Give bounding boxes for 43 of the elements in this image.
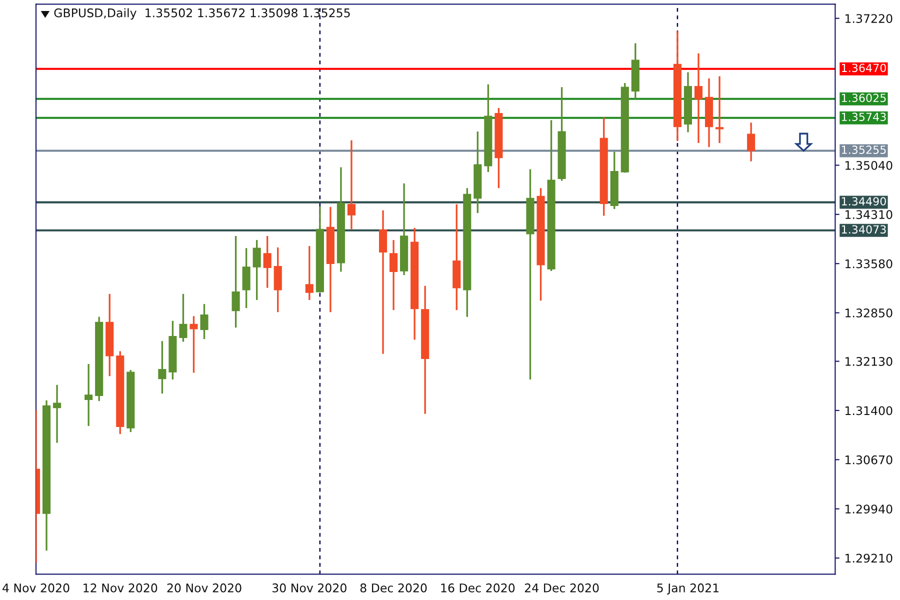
candlestick bbox=[347, 139, 356, 230]
y-tick-label: 1.35040 bbox=[846, 160, 892, 170]
ref-line-label: 1.34073 bbox=[842, 225, 886, 234]
ref-line-label: 1.36025 bbox=[842, 94, 886, 102]
x-tick-label: 30 Nov 2020 bbox=[272, 583, 346, 592]
candlestick bbox=[190, 315, 198, 374]
ref-line-label: 1.36470 bbox=[842, 64, 886, 72]
candlestick bbox=[305, 245, 314, 301]
candlestick bbox=[378, 210, 388, 355]
x-tick-label: 20 Nov 2020 bbox=[167, 583, 242, 592]
x-tick-label: 5 Jan 2021 bbox=[657, 583, 719, 595]
candlestick bbox=[242, 247, 250, 309]
ref-line-label: 1.34490 bbox=[842, 197, 886, 206]
candlestick bbox=[53, 384, 62, 444]
candlestick bbox=[200, 303, 208, 340]
y-tick-label: 1.31400 bbox=[846, 406, 892, 416]
candlestick bbox=[232, 235, 240, 328]
chart-title: GBPUSD,Daily 1.35502 1.35672 1.35098 1.35255 bbox=[54, 8, 350, 20]
candlestick bbox=[252, 239, 261, 301]
y-tick-label: 1.30670 bbox=[846, 455, 892, 464]
x-tick-label: 12 Nov 2020 bbox=[84, 583, 158, 592]
x-tick-label: 4 Nov 2020 bbox=[2, 583, 70, 592]
candlestick bbox=[84, 363, 93, 427]
y-tick-label: 1.37220 bbox=[846, 14, 892, 23]
y-tick-label: 1.32850 bbox=[846, 308, 892, 318]
candlestick bbox=[715, 75, 724, 144]
candlestick bbox=[747, 122, 756, 162]
candlestick bbox=[158, 340, 166, 394]
candlestick bbox=[274, 246, 282, 313]
ref-line-label: 1.35255 bbox=[842, 146, 886, 154]
x-tick-label: 8 Dec 2020 bbox=[360, 583, 427, 592]
y-tick-label: 1.34310 bbox=[846, 210, 892, 220]
candlestick bbox=[390, 239, 398, 311]
ref-line-label: 1.35743 bbox=[842, 112, 886, 122]
x-tick-label: 16 Dec 2020 bbox=[441, 583, 515, 592]
y-tick-label: 1.29940 bbox=[846, 504, 892, 514]
candlestick bbox=[694, 52, 703, 144]
candlestick bbox=[263, 235, 272, 289]
x-tick-label: 24 Dec 2020 bbox=[524, 583, 599, 592]
candlestick bbox=[179, 293, 188, 343]
y-tick-label: 1.33580 bbox=[846, 259, 892, 268]
y-tick-label: 1.29210 bbox=[846, 554, 892, 563]
y-tick-label: 1.32130 bbox=[846, 357, 892, 366]
